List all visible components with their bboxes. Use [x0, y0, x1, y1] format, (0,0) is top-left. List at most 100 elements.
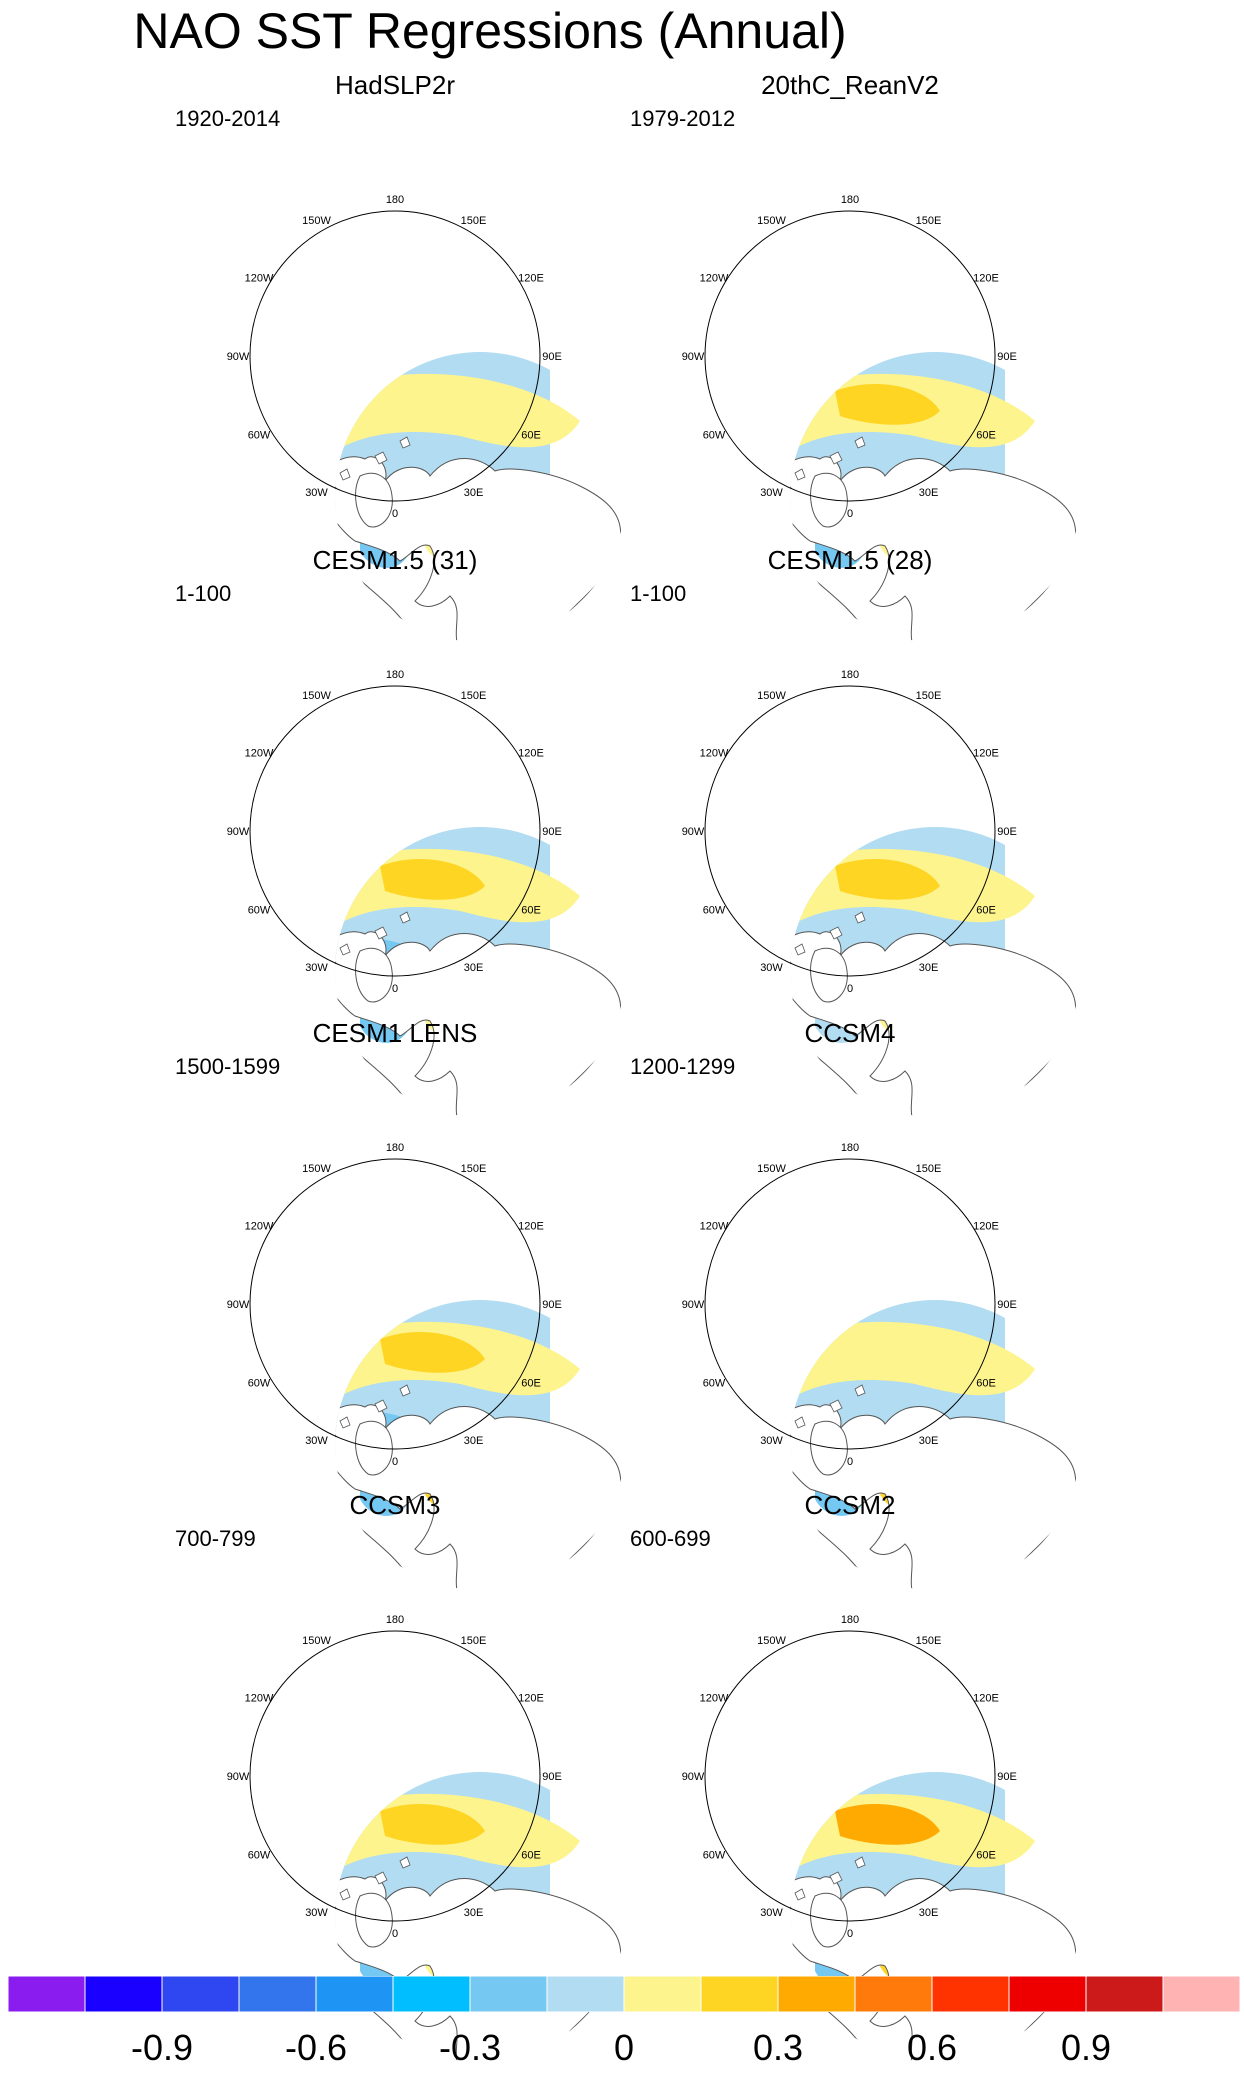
pacific-anomaly-core [380, 1803, 485, 1845]
panel-title: CESM1.5 (28) [767, 545, 933, 575]
longitude-label: 150W [757, 1635, 786, 1647]
longitude-label: 60W [703, 905, 726, 917]
longitude-label: 90E [542, 1771, 562, 1783]
longitude-label: 30W [305, 962, 328, 974]
pacific-anomaly-core [380, 1331, 485, 1373]
pacific-anomaly-core [835, 1803, 940, 1845]
greenland-land [810, 947, 848, 1003]
ocean-background [335, 1300, 550, 1459]
polar-map: 180 150E 120E 90E 60E 30E 0 30W 60W 90W 120W 150W [682, 194, 1077, 642]
polar-map: 180 150E 120E 90E 60E 30E 0 30W 60W 90W 120W 150W [227, 1142, 622, 1590]
longitude-label: 150W [757, 690, 786, 702]
longitude-label: 30E [919, 487, 939, 499]
map-panel-20thc-reanv2: 20thC_ReanV2 1979-2012 180 150E 120E 90E 60E… [620, 70, 1080, 642]
longitude-label: 30E [464, 1435, 484, 1447]
longitude-label: 60E [976, 430, 996, 442]
longitude-label: 60E [976, 905, 996, 917]
longitude-label: 150E [916, 1635, 942, 1647]
longitude-label: 60E [521, 1378, 541, 1390]
map-panel-cesm1-lens: CESM1 LENS 1500-1599 180 150E 120E 90E 60E 30… [165, 1018, 625, 1590]
island-land [339, 468, 351, 481]
longitude-label: 90W [227, 1771, 250, 1783]
longitude-label: 60W [248, 905, 271, 917]
longitude-label: 150E [916, 1163, 942, 1175]
longitude-label: 30E [464, 962, 484, 974]
ocean-background [335, 352, 550, 511]
longitude-label: 150E [461, 1163, 487, 1175]
longitude-label: 150W [757, 1163, 786, 1175]
panel-years: 1200-1299 [630, 1054, 736, 1079]
longitude-label: 120W [245, 273, 274, 285]
longitude-label: 120E [973, 1693, 999, 1705]
longitude-label: 90E [542, 351, 562, 363]
polar-map: 180 150E 120E 90E 60E 30E 0 30W 60W 90W 120W 150W [227, 194, 622, 642]
map-panel-ccsm2: CCSM2 600-699 180 150E 120E 90E 60E 30E 0 30W 60… [620, 1490, 1080, 2062]
colorbar-tick-label: -0.3 [438, 2027, 502, 2068]
panel-title: CESM1 LENS [312, 1018, 478, 1048]
longitude-label: 120E [518, 1693, 544, 1705]
colorbar-tick-label: -0.6 [284, 2027, 348, 2068]
colorbar-box [546, 1976, 625, 2012]
island-land [399, 1384, 411, 1397]
map-panel-cesm15-31: CESM1.5 (31) 1-100 180 150E 120E 90E 60E 30E 0… [165, 545, 625, 1117]
longitude-label: 30E [919, 1907, 939, 1919]
longitude-label: 150W [757, 215, 786, 227]
island-land [829, 451, 843, 465]
island-land [854, 436, 866, 449]
longitude-label: 30E [919, 962, 939, 974]
island-land [374, 1399, 388, 1413]
longitude-label: 60W [703, 1378, 726, 1390]
map-border [249, 1630, 541, 1922]
longitude-label: 30W [760, 962, 783, 974]
ocean-background [790, 827, 1005, 986]
longitude-label: 30E [919, 1435, 939, 1447]
longitude-label: 60E [521, 430, 541, 442]
polar-map: 180 150E 120E 90E 60E 30E 0 30W 60W 90W 120W 150W [682, 669, 1077, 1117]
map-border [249, 685, 541, 977]
longitude-label: 150E [461, 1635, 487, 1647]
longitude-label: 120W [700, 273, 729, 285]
longitude-label: 0 [392, 1456, 398, 1468]
longitude-label: 150W [302, 690, 331, 702]
island-land [794, 943, 806, 956]
longitude-label: 0 [392, 508, 398, 520]
longitude-label: 90E [997, 351, 1017, 363]
longitude-label: 120E [973, 1221, 999, 1233]
longitude-label: 30W [760, 1435, 783, 1447]
island-land [854, 1384, 866, 1397]
figure-title: NAO SST Regressions (Annual) [133, 3, 847, 59]
longitude-label: 120E [518, 748, 544, 760]
panel-years: 1-100 [175, 581, 232, 606]
longitude-label: 0 [392, 983, 398, 995]
longitude-label: 90E [542, 1299, 562, 1311]
panel-title: 20thC_ReanV2 [761, 70, 939, 100]
island-land [854, 1856, 866, 1869]
longitude-label: 30W [305, 487, 328, 499]
greenland-land [355, 472, 393, 528]
longitude-label: 120E [518, 1221, 544, 1233]
island-land [794, 468, 806, 481]
longitude-label: 150E [461, 215, 487, 227]
panel-years: 1500-1599 [175, 1054, 281, 1079]
pacific-anomaly-core [835, 383, 940, 425]
polar-map: 180 150E 120E 90E 60E 30E 0 30W 60W 90W 120W 150W [227, 1614, 622, 2062]
greenland-land [355, 1420, 393, 1476]
colorbar-tick-label: 0.9 [1060, 2027, 1112, 2068]
longitude-label: 120E [973, 273, 999, 285]
colorbar-tick-label: 0 [613, 2027, 635, 2068]
map-border [704, 685, 996, 977]
longitude-label: 90W [682, 1771, 705, 1783]
greenland-land [810, 1892, 848, 1948]
longitude-label: 0 [847, 508, 853, 520]
longitude-label: 0 [847, 983, 853, 995]
greenland-land [810, 1420, 848, 1476]
longitude-label: 60E [976, 1378, 996, 1390]
island-land [399, 1856, 411, 1869]
longitude-label: 60E [521, 1850, 541, 1862]
island-land [374, 451, 388, 465]
panel-title: CESM1.5 (31) [312, 545, 478, 575]
longitude-label: 120W [700, 748, 729, 760]
polar-map: 180 150E 120E 90E 60E 30E 0 30W 60W 90W 120W 150W [682, 1614, 1077, 2062]
panel-years: 700-799 [175, 1526, 256, 1551]
colorbar-box [931, 1976, 1010, 2012]
